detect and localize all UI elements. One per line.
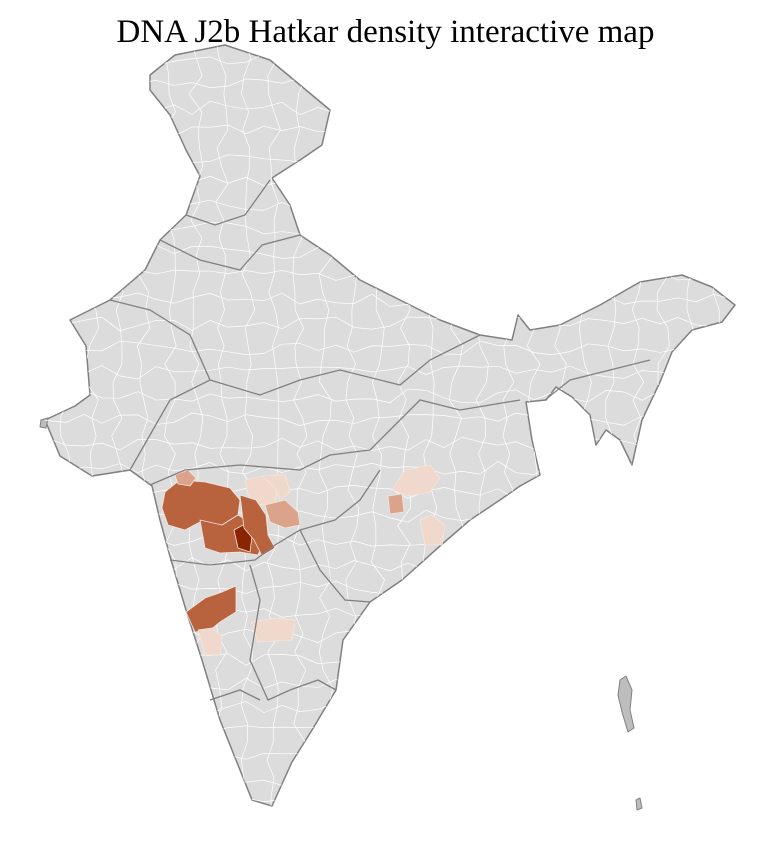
density-region[interactable] <box>239 494 276 557</box>
district-border <box>214 45 229 806</box>
district-border <box>45 412 733 428</box>
state-border <box>185 179 271 226</box>
district-border <box>553 45 568 806</box>
state-border <box>109 299 211 471</box>
district-border <box>45 221 733 236</box>
district-border <box>240 45 256 806</box>
district-border <box>682 45 697 806</box>
district-border <box>45 388 733 404</box>
density-region[interactable] <box>419 514 446 546</box>
district-border <box>45 244 733 260</box>
district-border <box>708 45 723 806</box>
map-title: DNA J2b Hatkar density interactive map <box>116 14 655 50</box>
district-border <box>45 77 733 91</box>
density-region[interactable] <box>174 469 197 487</box>
highlighted-regions <box>161 464 446 656</box>
district-border <box>45 100 733 116</box>
district-border <box>45 748 733 763</box>
district-border <box>45 797 733 806</box>
state-border <box>159 234 301 271</box>
district-border <box>45 772 733 788</box>
district-border <box>45 149 733 164</box>
district-border <box>45 316 733 332</box>
state-border <box>209 689 261 701</box>
district-border <box>45 628 733 644</box>
state-border <box>369 399 521 451</box>
state-border <box>209 334 481 396</box>
island <box>617 675 635 733</box>
density-region[interactable] <box>251 617 296 643</box>
density-region[interactable] <box>261 474 291 501</box>
state-border <box>249 564 337 701</box>
density-region[interactable] <box>387 493 405 515</box>
district-border <box>45 365 733 380</box>
density-region[interactable] <box>391 464 441 497</box>
district-border <box>45 53 733 68</box>
land-layer <box>39 44 736 811</box>
state-border <box>149 449 371 486</box>
district-border <box>656 45 672 806</box>
state-border <box>544 359 651 401</box>
density-region[interactable] <box>264 499 301 529</box>
island <box>635 797 643 811</box>
district-border <box>45 652 733 667</box>
density-region[interactable] <box>197 627 223 656</box>
district-border <box>45 197 733 211</box>
district-border <box>266 45 281 806</box>
district-border <box>45 604 733 620</box>
district-border <box>45 340 733 356</box>
district-border <box>45 124 733 139</box>
state-border <box>299 529 371 603</box>
district-border <box>45 172 733 187</box>
island <box>39 417 49 429</box>
state-borders <box>109 179 651 701</box>
district-border <box>736 40 749 814</box>
district-border <box>578 45 594 806</box>
state-border <box>169 469 381 566</box>
